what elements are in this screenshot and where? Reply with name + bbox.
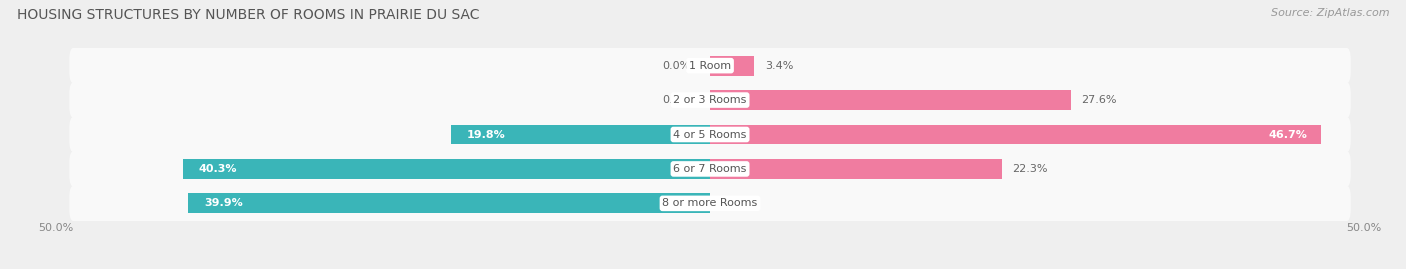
Text: 0.0%: 0.0%: [662, 61, 690, 71]
Bar: [451, 125, 710, 144]
Bar: [188, 193, 710, 213]
Text: 27.6%: 27.6%: [1081, 95, 1116, 105]
Text: Source: ZipAtlas.com: Source: ZipAtlas.com: [1271, 8, 1389, 18]
Text: 3.4%: 3.4%: [765, 61, 793, 71]
Bar: [710, 159, 1001, 179]
Text: 22.3%: 22.3%: [1012, 164, 1047, 174]
Text: 39.9%: 39.9%: [204, 198, 243, 208]
FancyBboxPatch shape: [69, 48, 1351, 84]
FancyBboxPatch shape: [69, 151, 1351, 187]
Text: 0.0%: 0.0%: [730, 198, 758, 208]
Text: 19.8%: 19.8%: [467, 129, 506, 140]
Bar: [710, 56, 755, 76]
Text: 40.3%: 40.3%: [198, 164, 238, 174]
Text: 46.7%: 46.7%: [1268, 129, 1308, 140]
Text: 2 or 3 Rooms: 2 or 3 Rooms: [673, 95, 747, 105]
Bar: [710, 125, 1320, 144]
Text: 0.0%: 0.0%: [662, 95, 690, 105]
Text: 1 Room: 1 Room: [689, 61, 731, 71]
Text: 6 or 7 Rooms: 6 or 7 Rooms: [673, 164, 747, 174]
FancyBboxPatch shape: [69, 82, 1351, 118]
FancyBboxPatch shape: [69, 185, 1351, 221]
Text: HOUSING STRUCTURES BY NUMBER OF ROOMS IN PRAIRIE DU SAC: HOUSING STRUCTURES BY NUMBER OF ROOMS IN…: [17, 8, 479, 22]
Text: 4 or 5 Rooms: 4 or 5 Rooms: [673, 129, 747, 140]
Bar: [183, 159, 710, 179]
FancyBboxPatch shape: [69, 116, 1351, 153]
Bar: [710, 90, 1071, 110]
Text: 8 or more Rooms: 8 or more Rooms: [662, 198, 758, 208]
